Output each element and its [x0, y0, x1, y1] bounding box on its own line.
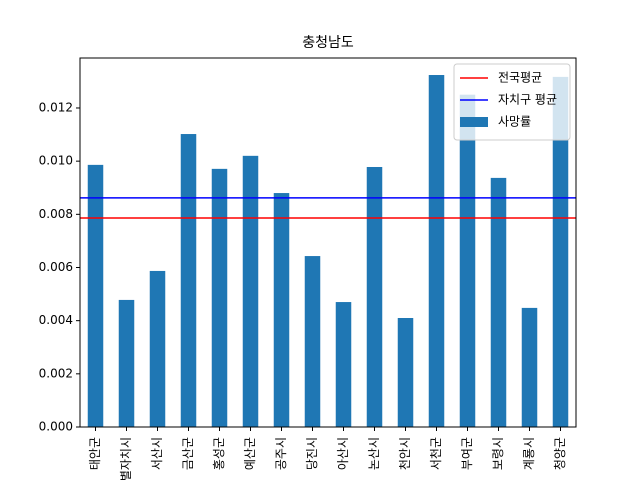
bar — [490, 177, 507, 427]
bar — [335, 302, 352, 427]
bar — [304, 256, 321, 427]
legend-swatch — [460, 117, 488, 127]
axes-frame — [79, 57, 577, 428]
x-tick-label: 부여군 — [460, 437, 474, 470]
bar — [552, 76, 569, 427]
y-tick-label: 0.008 — [39, 207, 73, 221]
x-tick-label: 천안시 — [397, 437, 412, 470]
bar — [87, 164, 104, 427]
bar — [459, 94, 476, 427]
x-tick-label: 금산군 — [181, 437, 195, 470]
x-tick-label: 청양군 — [553, 437, 567, 470]
bar — [366, 166, 383, 427]
x-tick-label: 서산시 — [150, 437, 164, 470]
x-tick-label: 세종특별자치시 — [119, 437, 133, 480]
bar — [242, 155, 259, 427]
y-tick-label: 0.000 — [39, 420, 73, 434]
x-tick-label: 홍성군 — [212, 437, 226, 470]
bar — [149, 270, 166, 427]
y-tick-label: 0.012 — [39, 100, 73, 114]
x-tick-label: 아산시 — [336, 437, 350, 470]
x-tick-label: 예산군 — [243, 437, 257, 470]
chart-title: 충청남도 — [302, 35, 354, 51]
y-tick-label: 0.006 — [39, 260, 73, 274]
x-tick-label: 서천군 — [428, 437, 443, 470]
bar — [397, 318, 414, 427]
legend-label: 전국평균 — [498, 71, 542, 85]
legend-label: 자치구 평균 — [498, 93, 557, 107]
x-tick-label: 논산시 — [367, 437, 381, 470]
x-tick-label: 당진시 — [305, 437, 319, 470]
bar — [118, 299, 135, 427]
x-tick-label: 공주시 — [274, 437, 288, 470]
bar — [273, 193, 290, 427]
y-tick-label: 0.004 — [39, 313, 73, 327]
x-tick-label: 계룡시 — [522, 437, 536, 470]
bar — [521, 307, 538, 427]
y-tick-label: 0.002 — [39, 366, 73, 380]
y-tick-label: 0.010 — [39, 154, 73, 168]
legend-label: 사망률 — [498, 115, 531, 129]
bar — [211, 168, 228, 428]
x-tick-label: 보령시 — [491, 437, 505, 470]
bar — [428, 75, 445, 428]
x-tick-label: 태안군 — [88, 437, 102, 470]
bar — [180, 134, 197, 427]
